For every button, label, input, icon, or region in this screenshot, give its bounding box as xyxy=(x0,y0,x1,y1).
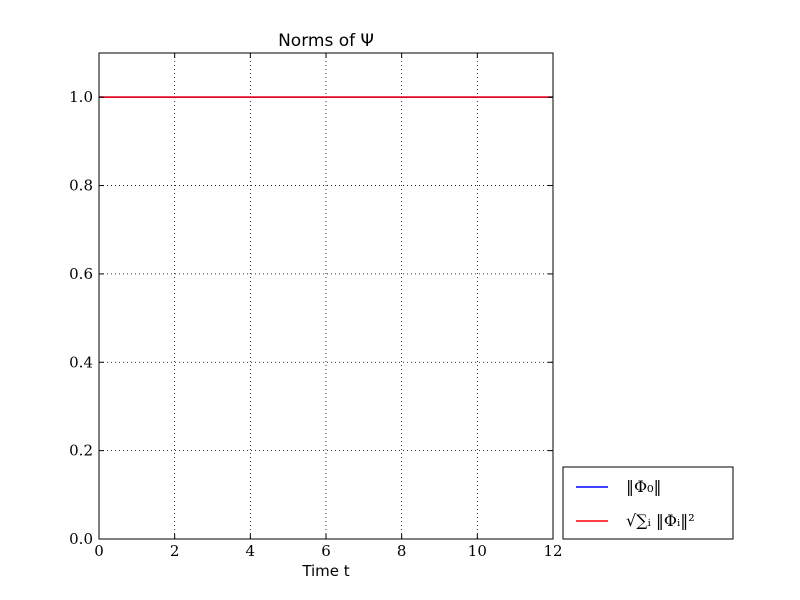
x-tick-label: 10 xyxy=(468,542,487,560)
legend-label-sum-norm: √∑ᵢ ‖Φᵢ‖² xyxy=(626,511,695,530)
x-axis-label: Time t xyxy=(301,562,349,580)
axis-ticks: 0 2 4 6 8 10 12 0.0 0.2 0.4 0.6 0.8 1.0 xyxy=(69,53,563,560)
x-tick-label: 4 xyxy=(246,542,256,560)
chart-title: Norms of Ψ xyxy=(278,31,374,51)
legend-box xyxy=(562,466,734,540)
y-tick-label: 1.0 xyxy=(69,88,93,106)
x-tick-label: 6 xyxy=(321,542,331,560)
x-tick-label: 12 xyxy=(543,542,562,560)
legend: ‖Φ₀‖ √∑ᵢ ‖Φᵢ‖² xyxy=(562,466,734,540)
y-tick-label: 0.0 xyxy=(69,530,93,548)
y-tick-label: 0.6 xyxy=(69,265,93,283)
grid xyxy=(99,53,553,539)
x-tick-label: 2 xyxy=(170,542,180,560)
y-tick-label: 0.8 xyxy=(69,177,93,195)
y-tick-label: 0.2 xyxy=(69,442,93,460)
y-tick-label: 0.4 xyxy=(69,353,93,371)
x-tick-label: 0 xyxy=(94,542,104,560)
x-tick-label: 8 xyxy=(397,542,407,560)
legend-label-phi0: ‖Φ₀‖ xyxy=(626,477,662,496)
